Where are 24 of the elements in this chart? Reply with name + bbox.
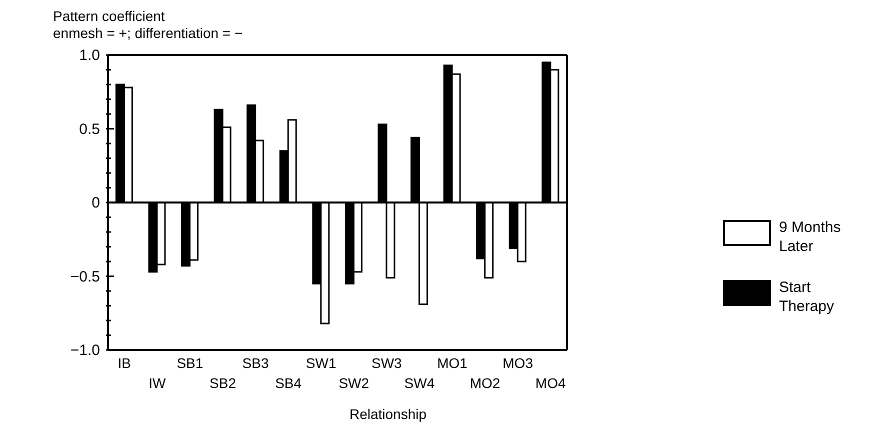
y-tick-label: 0 xyxy=(92,194,100,212)
x-tick-label: SW4 xyxy=(404,375,435,391)
y-axis-title: Pattern coefficient xyxy=(53,8,166,25)
legend-label: 9 Months Later xyxy=(779,218,842,256)
y-tick-label: −1.0 xyxy=(70,342,100,359)
x-tick-label: MO1 xyxy=(437,355,468,371)
x-tick-label: SB1 xyxy=(176,355,204,371)
x-axis-title: Relationship xyxy=(348,406,428,422)
x-tick-label: MO3 xyxy=(502,355,534,371)
legend-label: Start Therapy xyxy=(779,278,836,316)
x-tick-label: MO2 xyxy=(470,375,500,391)
y-tick-label: 0.5 xyxy=(79,120,100,138)
x-tick-label: IW xyxy=(148,375,167,391)
x-tick-label: SB2 xyxy=(210,375,236,391)
x-tick-label: MO4 xyxy=(535,375,566,391)
x-tick-label: SB4 xyxy=(275,375,302,391)
x-tick-label: IB xyxy=(118,355,132,371)
y-tick-label: −0.5 xyxy=(70,268,100,286)
x-tick-label: SW3 xyxy=(372,355,402,371)
x-tick-label: SW1 xyxy=(306,355,336,371)
chart-subtitle: enmesh = +; differentiation = − xyxy=(53,25,243,42)
x-tick-label: SB3 xyxy=(242,355,269,371)
x-tick-label: SW2 xyxy=(338,375,370,391)
y-tick-label: 1.0 xyxy=(79,47,100,64)
